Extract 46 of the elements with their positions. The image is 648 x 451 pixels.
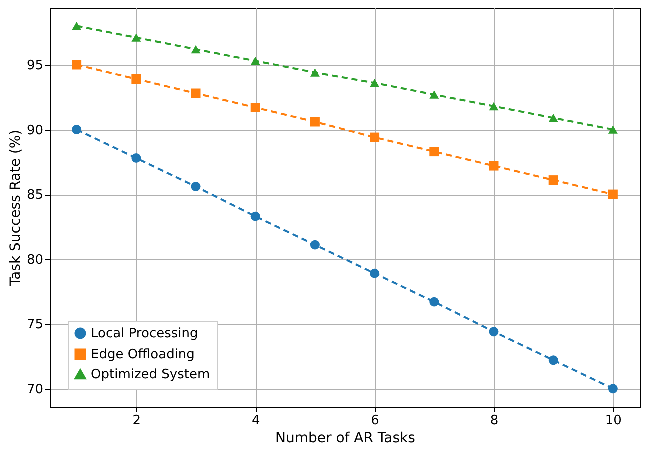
point	[489, 161, 499, 171]
point	[72, 22, 82, 30]
point	[191, 45, 201, 54]
x-tick-label: 4	[252, 414, 260, 428]
legend-label: Optimized System	[91, 368, 210, 382]
y-tick-label: 80	[26, 252, 44, 268]
point	[370, 132, 380, 142]
point	[132, 34, 142, 42]
point	[132, 154, 142, 164]
point	[548, 356, 558, 366]
point	[430, 90, 440, 99]
point	[430, 297, 440, 307]
point	[250, 103, 260, 112]
point	[191, 88, 201, 98]
point	[608, 190, 618, 200]
point	[608, 126, 618, 134]
point	[250, 212, 260, 222]
point	[548, 114, 558, 122]
point	[132, 74, 142, 84]
point	[72, 125, 82, 135]
point	[310, 117, 320, 127]
point	[489, 102, 499, 111]
y-tick-label: 75	[26, 318, 44, 333]
point	[370, 79, 380, 88]
legend-label: Local Processing	[91, 326, 198, 342]
point	[548, 176, 558, 186]
x-tick-label: 8	[490, 414, 499, 428]
point	[72, 60, 82, 70]
point	[310, 68, 320, 77]
x-tick-label: 2	[132, 414, 142, 428]
point	[191, 182, 201, 192]
point	[430, 147, 440, 157]
point	[608, 384, 618, 394]
y-tick-label: 70	[26, 382, 44, 398]
y-tick-label: 85	[26, 188, 44, 204]
y-tick-label: 95	[26, 58, 44, 74]
point	[310, 240, 320, 250]
y-axis-title: Task Success Rate (%)	[8, 130, 24, 288]
x-tick-label: 10	[605, 414, 622, 428]
y-tick-label: 90	[26, 123, 44, 138]
point	[489, 327, 499, 337]
point	[370, 268, 380, 278]
point	[250, 57, 260, 66]
legend-label: Edge Offloading	[91, 348, 195, 362]
x-tick-label: 6	[371, 414, 380, 428]
x-axis-title: Number of AR Tasks	[276, 430, 416, 446]
